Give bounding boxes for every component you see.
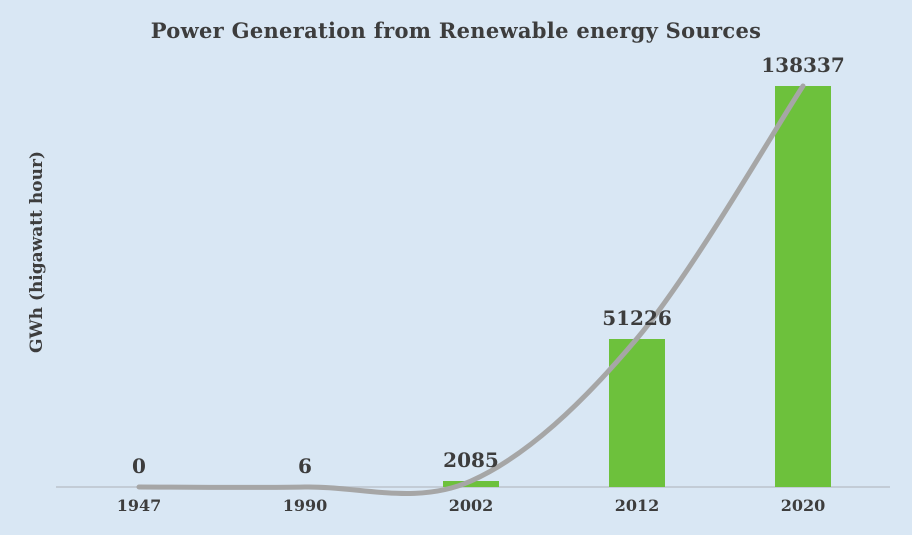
bar-2002	[443, 480, 499, 487]
bar-2020	[775, 86, 831, 487]
chart-title: Power Generation from Renewable energy S…	[150, 18, 762, 43]
bar-value-label: 2085	[443, 447, 499, 472]
x-tick-label: 1947	[116, 496, 162, 515]
bar-value-label: 51226	[602, 305, 672, 330]
x-tick-label: 1990	[282, 496, 328, 515]
bar-2012	[609, 338, 665, 487]
x-tick-label: 2002	[448, 496, 494, 515]
x-tick-label: 2012	[614, 496, 660, 515]
bar-value-label: 6	[298, 453, 312, 478]
x-tick-label: 2020	[780, 496, 826, 515]
trend-line-path	[136, 83, 806, 496]
bar-value-label: 138337	[761, 53, 845, 77]
bar-value-label: 0	[132, 454, 146, 478]
